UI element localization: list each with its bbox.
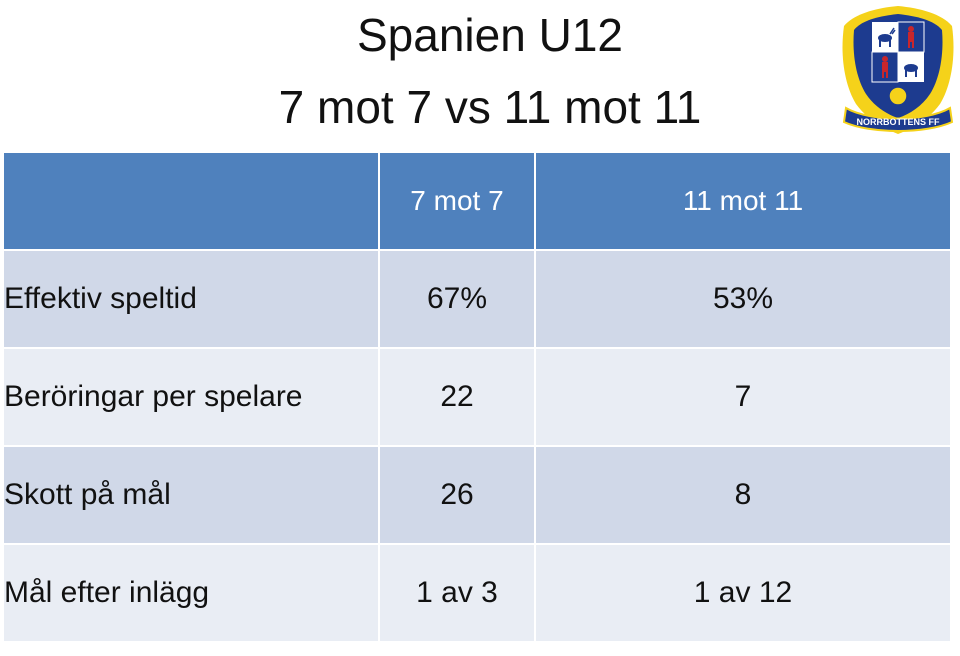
row-value-11mot11: 8 [534, 445, 952, 545]
logo-figure-icon [908, 26, 914, 48]
logo-reindeer-icon-2 [904, 64, 918, 77]
logo-banner-text: NORRBOTTENS FF [857, 117, 940, 127]
row-value-7mot7: 1 av 3 [378, 543, 536, 643]
slide-subtitle: 7 mot 7 vs 11 mot 11 [278, 81, 702, 133]
row-value-7mot7: 22 [378, 347, 536, 447]
table-header-11mot11: 11 mot 11 [534, 151, 952, 251]
logo-ball-icon [888, 86, 908, 106]
row-label: Skott på mål [2, 445, 380, 545]
row-value-7mot7: 26 [378, 445, 536, 545]
norrbottens-ff-logo: NORRBOTTENS FF [842, 6, 954, 134]
table-row: Effektiv speltid 67% 53% [2, 249, 952, 349]
table-row: Beröringar per spelare 22 7 [2, 347, 952, 447]
row-value-7mot7: 67% [378, 249, 536, 349]
table-row: Mål efter inlägg 1 av 3 1 av 12 [2, 543, 952, 643]
row-value-11mot11: 1 av 12 [534, 543, 952, 643]
row-value-11mot11: 7 [534, 347, 952, 447]
row-value-11mot11: 53% [534, 249, 952, 349]
slide-title: Spanien U12 [357, 9, 623, 61]
table-header-row: 7 mot 7 11 mot 11 [2, 151, 952, 251]
logo-banner [842, 106, 954, 132]
row-label: Effektiv speltid [2, 249, 380, 349]
row-label: Beröringar per spelare [2, 347, 380, 447]
row-label: Mål efter inlägg [2, 543, 380, 643]
logo-figure-icon-2 [882, 56, 888, 78]
table-header-empty [2, 151, 380, 251]
table-header-7mot7: 7 mot 7 [378, 151, 536, 251]
comparison-table: 7 mot 7 11 mot 11 Effektiv speltid 67% 5… [2, 151, 952, 643]
table-row: Skott på mål 26 8 [2, 445, 952, 545]
logo-reindeer-icon [878, 27, 896, 47]
